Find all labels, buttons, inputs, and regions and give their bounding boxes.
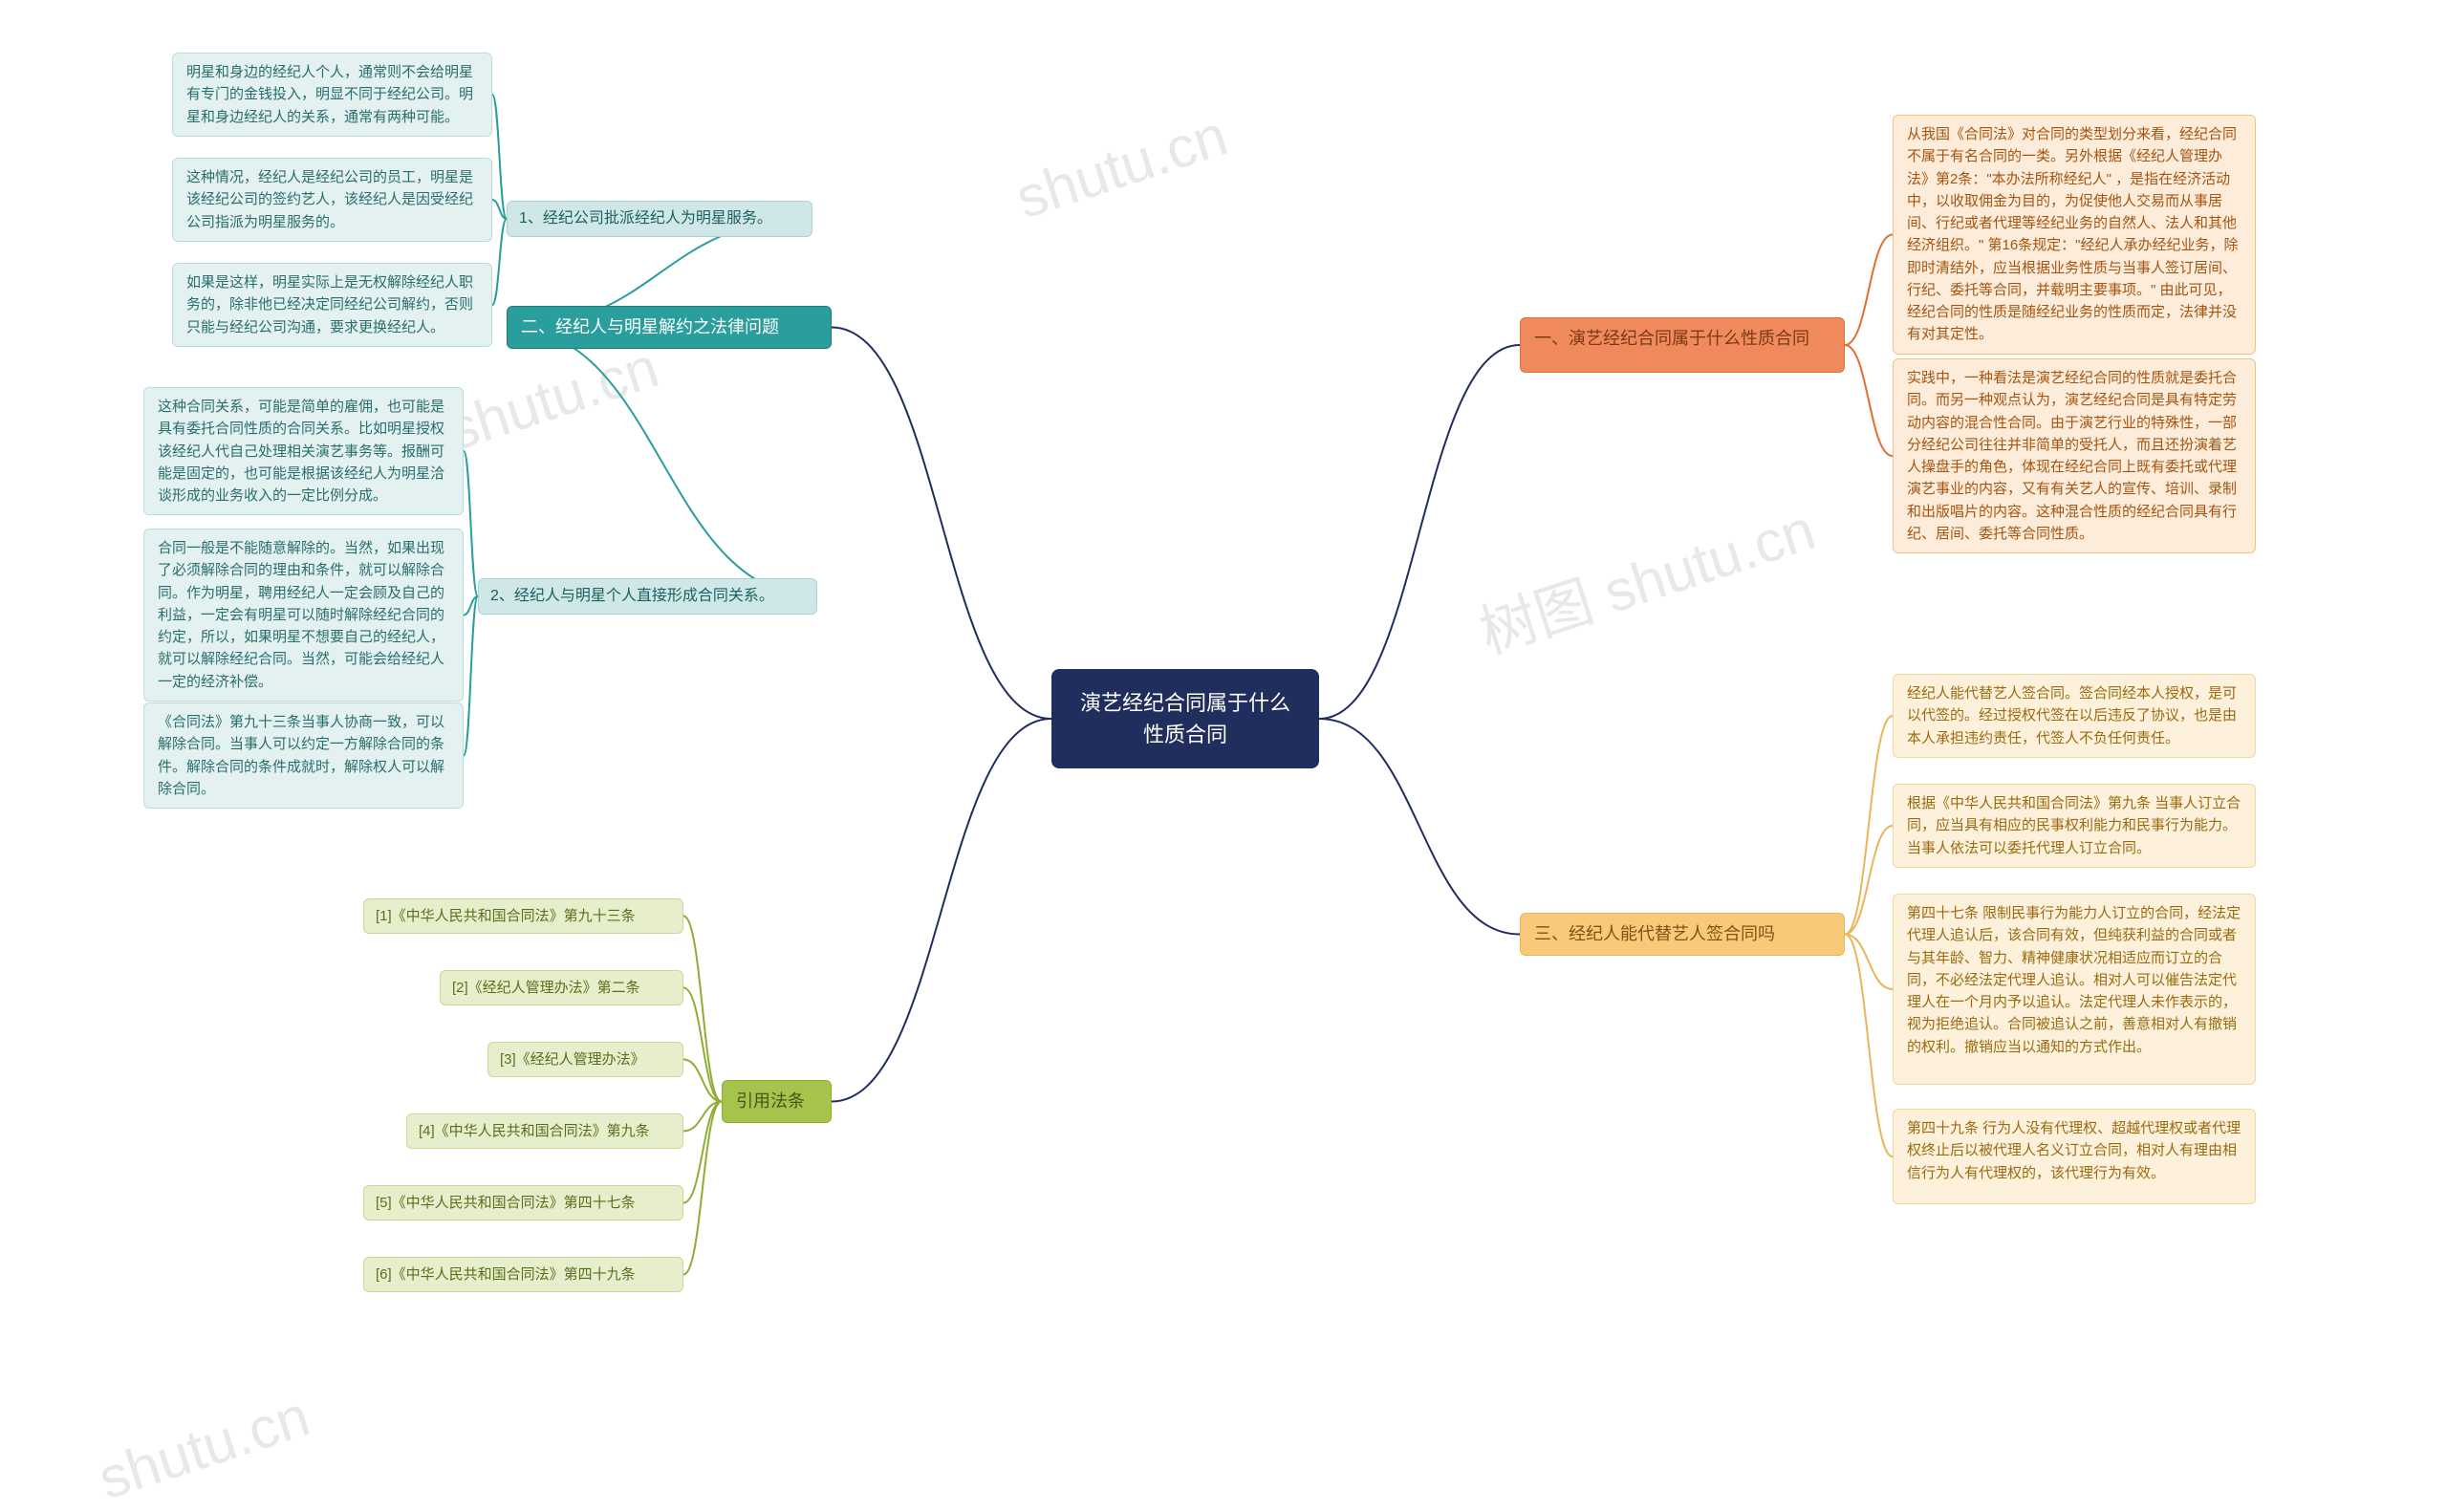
branch-2-sub-2-leaf: 合同一般是不能随意解除的。当然，如果出现了必须解除合同的理由和条件，就可以解除合… [143, 529, 464, 702]
branch-4-leaf: [1]《中华人民共和国合同法》第九十三条 [363, 898, 683, 934]
branch-1: 一、演艺经纪合同属于什么性质合同 [1520, 317, 1845, 373]
branch-4-leaf: [4]《中华人民共和国合同法》第九条 [406, 1113, 683, 1149]
branch-2: 二、经纪人与明星解约之法律问题 [507, 306, 832, 349]
branch-2-sub-2-leaf: 《合同法》第九十三条当事人协商一致，可以解除合同。当事人可以约定一方解除合同的条… [143, 702, 464, 809]
branch-4-leaf: [3]《经纪人管理办法》 [487, 1042, 683, 1077]
branch-2-sub-2-leaf: 这种合同关系，可能是简单的雇佣，也可能是具有委托合同性质的合同关系。比如明星授权… [143, 387, 464, 515]
branch-2-sub-2: 2、经纪人与明星个人直接形成合同关系。 [478, 578, 817, 615]
branch-3-leaf: 根据《中华人民共和国合同法》第九条 当事人订立合同，应当具有相应的民事权利能力和… [1893, 784, 2256, 868]
branch-3: 三、经纪人能代替艺人签合同吗 [1520, 913, 1845, 956]
branch-2-sub-1: 1、经纪公司批派经纪人为明星服务。 [507, 201, 812, 237]
branch-3-leaf: 第四十七条 限制民事行为能力人订立的合同，经法定代理人追认后，该合同有效，但纯获… [1893, 894, 2256, 1085]
branch-4-leaf: [6]《中华人民共和国合同法》第四十九条 [363, 1257, 683, 1292]
branch-2-sub-1-leaf: 明星和身边的经纪人个人，通常则不会给明星有专门的金钱投入，明显不同于经纪公司。明… [172, 53, 492, 137]
branch-1-leaf: 实践中，一种看法是演艺经纪合同的性质就是委托合同。而另一种观点认为，演艺经纪合同… [1893, 358, 2256, 553]
branch-3-leaf: 第四十九条 行为人没有代理权、超越代理权或者代理权终止后以被代理人名义订立合同，… [1893, 1109, 2256, 1204]
branch-4: 引用法条 [722, 1080, 832, 1123]
branch-4-leaf: [2]《经纪人管理办法》第二条 [440, 970, 683, 1005]
branch-2-sub-1-leaf: 这种情况，经纪人是经纪公司的员工，明星是该经纪公司的签约艺人，该经纪人是因受经纪… [172, 158, 492, 242]
branch-4-leaf: [5]《中华人民共和国合同法》第四十七条 [363, 1185, 683, 1220]
root-node: 演艺经纪合同属于什么性质合同 [1051, 669, 1319, 768]
branch-3-leaf: 经纪人能代替艺人签合同。签合同经本人授权，是可以代签的。经过授权代签在以后违反了… [1893, 674, 2256, 758]
branch-2-sub-1-leaf: 如果是这样，明星实际上是无权解除经纪人职务的，除非他已经决定同经纪公司解约，否则… [172, 263, 492, 347]
branch-1-leaf: 从我国《合同法》对合同的类型划分来看，经纪合同不属于有名合同的一类。另外根据《经… [1893, 115, 2256, 355]
